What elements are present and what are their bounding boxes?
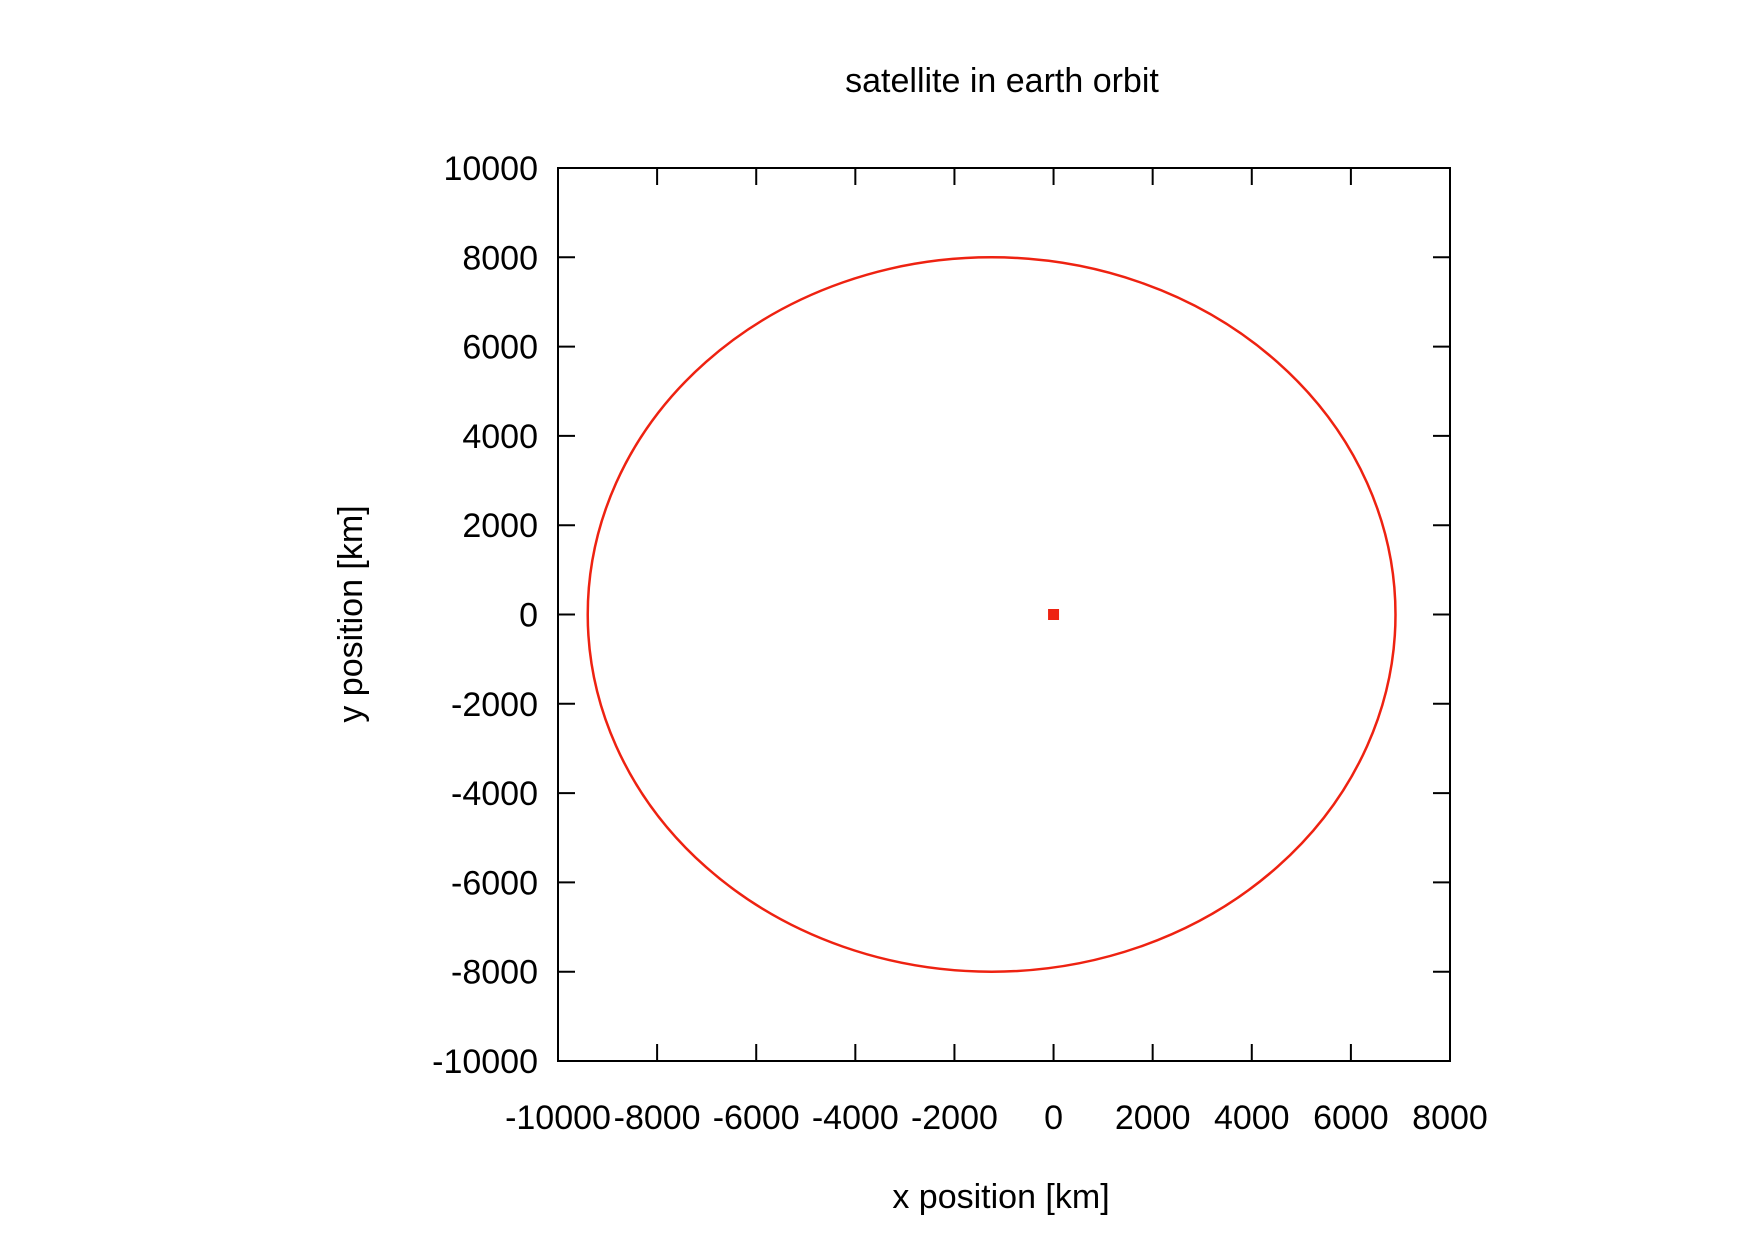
x-tick-label: 2000 xyxy=(1115,1099,1191,1137)
axis-tick-labels: -10000 -8000 -6000 -4000 -2000 0 2000 4000 6000 8… xyxy=(432,150,1488,1137)
y-tick-label: -10000 xyxy=(432,1043,538,1081)
x-tick-label: -6000 xyxy=(713,1099,800,1137)
chart-title: satellite in earth orbit xyxy=(845,62,1159,100)
y-tick-label: -6000 xyxy=(451,864,538,902)
x-tick-label: -10000 xyxy=(505,1099,611,1137)
x-tick-label: 6000 xyxy=(1313,1099,1389,1137)
series-layer xyxy=(586,256,1397,973)
plot-frame xyxy=(557,167,1451,1062)
orbit-path xyxy=(586,256,1397,973)
y-tick-label: 6000 xyxy=(462,329,538,367)
y-axis-label: y position [km] xyxy=(332,505,370,722)
y-tick-label: -4000 xyxy=(451,775,538,813)
y-tick-label: 10000 xyxy=(443,150,538,188)
x-tick-label: -2000 xyxy=(911,1099,998,1137)
x-axis-label: x position [km] xyxy=(892,1178,1109,1216)
y-tick-label: -2000 xyxy=(451,686,538,724)
y-tick-label: -8000 xyxy=(451,954,538,992)
y-tick-label: 4000 xyxy=(462,418,538,456)
y-tick-label: 2000 xyxy=(462,507,538,545)
x-tick-label: 4000 xyxy=(1214,1099,1290,1137)
x-tick-label: 0 xyxy=(1044,1099,1063,1137)
x-tick-label: -4000 xyxy=(812,1099,899,1137)
x-tick-label: -8000 xyxy=(614,1099,701,1137)
x-tick-label: 8000 xyxy=(1412,1099,1488,1137)
axis-ticks xyxy=(557,167,1451,1062)
y-tick-label: 8000 xyxy=(462,239,538,277)
y-tick-label: 0 xyxy=(519,597,538,635)
earth-point-marker xyxy=(1048,609,1060,620)
